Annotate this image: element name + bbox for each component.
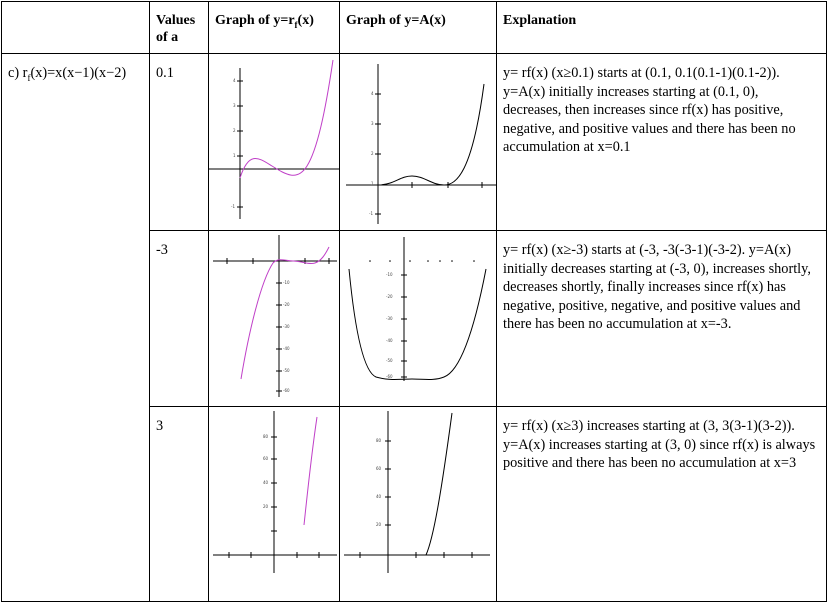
- graph-A-cell: -10 -20 -30 -40 -50 -60: [339, 230, 497, 407]
- svg-text:-1: -1: [369, 211, 373, 216]
- r-curve: [303, 416, 318, 526]
- graph-A-cell: 4 3 2 1 -1: [339, 53, 497, 231]
- A-curve: [425, 412, 453, 556]
- svg-text:-50: -50: [283, 368, 290, 373]
- r-curve: [240, 246, 330, 380]
- svg-text:-20: -20: [283, 302, 290, 307]
- svg-text:20: 20: [376, 522, 382, 527]
- svg-text:-10: -10: [386, 272, 393, 277]
- function-cell: c) rf(x)=x(x−1)(x−2): [1, 53, 150, 602]
- graph-r-cell: -10 -20 -30 -40 -50 -60: [208, 230, 340, 407]
- svg-text:-30: -30: [386, 316, 393, 321]
- svg-text:-60: -60: [283, 388, 290, 393]
- graph-r-cell: 80 60 40 20: [208, 406, 340, 602]
- graph-r-a-0.1: 4 3 2 1 -1: [209, 59, 340, 219]
- graph-A-a-0.1: 4 3 2 1 -1: [346, 64, 497, 224]
- svg-text:4: 4: [371, 91, 374, 96]
- r-curve: [239, 59, 334, 179]
- A-curve: [348, 268, 487, 380]
- svg-text:-40: -40: [386, 338, 393, 343]
- graph-r-cell: 4 3 2 1 -1: [208, 53, 340, 231]
- graph-A-a-3: 80 60 40 20: [344, 411, 490, 573]
- explanation-cell: y= rf(x) (x≥3) increases starting at (3,…: [496, 406, 827, 602]
- svg-text:2: 2: [233, 128, 236, 133]
- svg-text:2: 2: [371, 151, 374, 156]
- svg-text:3: 3: [233, 103, 236, 108]
- svg-text:-40: -40: [283, 346, 290, 351]
- svg-text:20: 20: [263, 504, 269, 509]
- a-value-cell: -3: [149, 230, 209, 407]
- svg-text:1: 1: [233, 153, 236, 158]
- header-graph-r: Graph of y=rf(x): [208, 1, 340, 54]
- svg-text:-60: -60: [386, 374, 393, 379]
- header-values-of-a: Values of a: [149, 1, 209, 54]
- svg-text:3: 3: [371, 121, 374, 126]
- svg-text:-20: -20: [386, 294, 393, 299]
- svg-text:-50: -50: [386, 358, 393, 363]
- svg-text:40: 40: [263, 480, 269, 485]
- svg-text:1: 1: [371, 181, 374, 186]
- graph-r-a-3: 80 60 40 20: [213, 411, 337, 573]
- graph-A-cell: 80 60 40 20: [339, 406, 497, 602]
- header-explanation: Explanation: [496, 1, 827, 54]
- svg-text:-30: -30: [283, 324, 290, 329]
- header-blank: [1, 1, 150, 54]
- A-curve: [379, 83, 485, 186]
- graph-r-a-neg3: -10 -20 -30 -40 -50 -60: [213, 235, 337, 397]
- svg-text:80: 80: [263, 434, 269, 439]
- svg-text:80: 80: [376, 438, 382, 443]
- header-graph-A: Graph of y=A(x): [339, 1, 497, 54]
- svg-text:60: 60: [263, 456, 269, 461]
- svg-text:60: 60: [376, 466, 382, 471]
- svg-text:40: 40: [376, 494, 382, 499]
- a-value-cell: 3: [149, 406, 209, 602]
- x-axis-dots: [369, 260, 475, 262]
- svg-text:4: 4: [233, 78, 236, 83]
- svg-text:-10: -10: [283, 280, 290, 285]
- explanation-cell: y= rf(x) (x≥0.1) starts at (0.1, 0.1(0.1…: [496, 53, 827, 231]
- explanation-cell: y= rf(x) (x≥-3) starts at (-3, -3(-3-1)(…: [496, 230, 827, 407]
- svg-text:-1: -1: [231, 204, 235, 209]
- a-value-cell: 0.1: [149, 53, 209, 231]
- graph-A-a-neg3: -10 -20 -30 -40 -50 -60: [348, 237, 487, 381]
